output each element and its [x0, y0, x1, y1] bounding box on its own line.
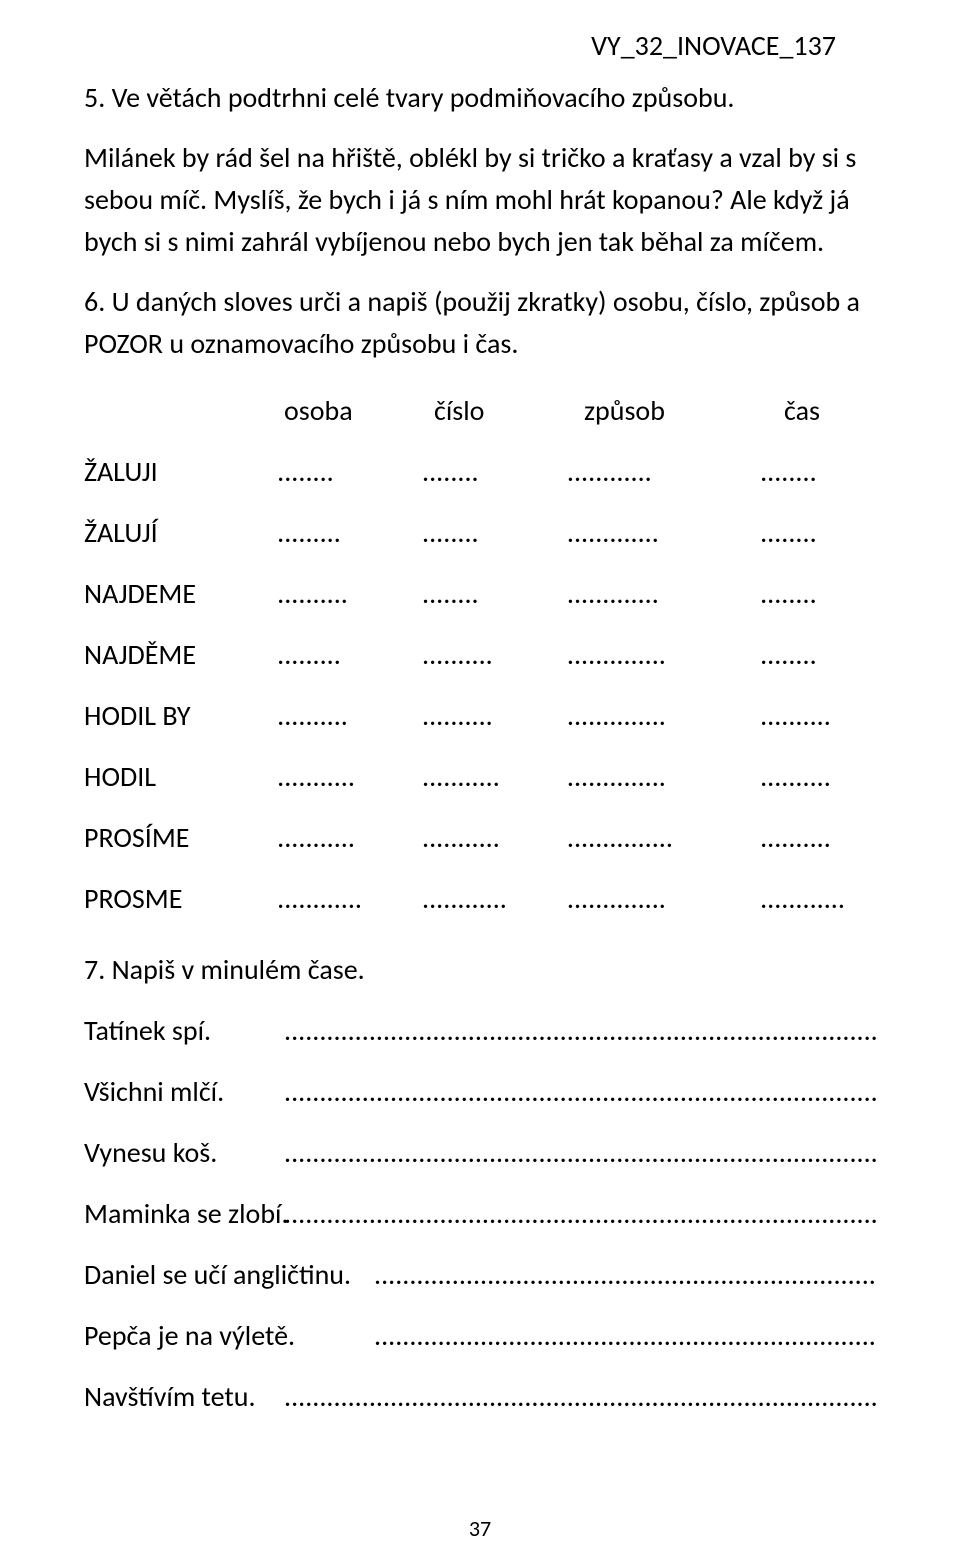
row-blank: ........... [422, 759, 567, 794]
row-blank: .............. [567, 881, 760, 916]
row-blank: ........ [760, 454, 876, 489]
row-label: HODIL [84, 759, 277, 794]
row-label: PROSÍME [84, 820, 277, 855]
exercise-7-row: Všichni mlčí............................… [84, 1074, 876, 1109]
row-label: NAJDEME [84, 576, 277, 611]
exercise-7-label: Daniel se učí angličtinu. [84, 1257, 374, 1292]
row-blank: ......... [277, 515, 422, 550]
row-label: NAJDĚME [84, 637, 277, 672]
table-row: NAJDĚME.................................… [84, 637, 876, 672]
row-blank: ........... [422, 820, 567, 855]
exercise-7-label: Všichni mlčí. [84, 1074, 284, 1109]
table-row: ŽALUJI..................................… [84, 454, 876, 489]
row-label: HODIL BY [84, 698, 277, 733]
row-blank: ........ [277, 454, 422, 489]
page-number: 37 [0, 1515, 960, 1542]
row-blank: .......... [277, 698, 422, 733]
exercise-7-row: Vynesu koš..............................… [84, 1135, 876, 1170]
table-header-zpusob: způsob [584, 393, 784, 428]
exercise-7-label: Pepča je na výletě. [84, 1318, 374, 1353]
row-blank: .......... [760, 820, 876, 855]
header-code: VY_32_INOVACE_137 [84, 28, 876, 63]
row-blank: ............ [567, 454, 760, 489]
row-blank: .......... [760, 759, 876, 794]
row-blank: ............... [567, 820, 760, 855]
row-blank: ........ [422, 454, 567, 489]
row-blank: .......... [422, 637, 567, 672]
table-header-cas: čas [784, 393, 874, 428]
table-row: HODIL BY................................… [84, 698, 876, 733]
table-header-row: osoba číslo způsob čas [84, 393, 876, 428]
table-header-empty [84, 393, 284, 428]
exercise-7-row: Tatínek spí.............................… [84, 1013, 876, 1048]
row-blank: .......... [760, 698, 876, 733]
row-label: ŽALUJI [84, 454, 277, 489]
row-blank: .............. [567, 759, 760, 794]
exercise-7-label: Vynesu koš. [84, 1135, 284, 1170]
exercise-7-blank: ........................................… [284, 1196, 876, 1231]
row-blank: .......... [422, 698, 567, 733]
table-row: PROSÍME.................................… [84, 820, 876, 855]
exercise-7-blank: ........................................… [374, 1318, 876, 1353]
row-blank: .......... [277, 576, 422, 611]
exercise-7-label: Maminka se zlobí. [84, 1196, 284, 1231]
row-blank: ......... [277, 637, 422, 672]
row-blank: ........ [422, 515, 567, 550]
exercise-7-label: Navštívím tetu. [84, 1379, 284, 1414]
exercise-5-title: 5. Ve větách podtrhni celé tvary podmiňo… [84, 77, 876, 119]
row-label: PROSME [84, 881, 277, 916]
row-blank: ........... [277, 820, 422, 855]
table-row: NAJDEME.................................… [84, 576, 876, 611]
exercise-5-text: Milánek by rád šel na hřiště, oblékl by … [84, 137, 876, 263]
table-header-osoba: osoba [284, 393, 434, 428]
row-blank: ........ [760, 515, 876, 550]
exercise-6-table: osoba číslo způsob čas ŽALUJI...........… [84, 393, 876, 916]
row-blank: ........ [422, 576, 567, 611]
exercise-7-row: Maminka se zlobí........................… [84, 1196, 876, 1231]
exercise-7-row: Daniel se učí angličtinu................… [84, 1257, 876, 1292]
exercise-7-row: Pepča je na výletě......................… [84, 1318, 876, 1353]
row-blank: ........ [760, 637, 876, 672]
exercise-7-label: Tatínek spí. [84, 1013, 284, 1048]
exercise-7-blank: ........................................… [374, 1257, 876, 1292]
row-blank: ............. [567, 576, 760, 611]
exercise-7-blank: ........................................… [284, 1074, 876, 1109]
row-blank: ........... [277, 759, 422, 794]
row-blank: ............ [760, 881, 876, 916]
row-blank: ............. [567, 515, 760, 550]
row-blank: .............. [567, 698, 760, 733]
row-blank: ........ [760, 576, 876, 611]
table-row: ŽALUJÍ..................................… [84, 515, 876, 550]
table-row: PROSME..................................… [84, 881, 876, 916]
table-row: HODIL...................................… [84, 759, 876, 794]
row-label: ŽALUJÍ [84, 515, 277, 550]
table-header-cislo: číslo [434, 393, 584, 428]
exercise-7-row: Navštívím tetu..........................… [84, 1379, 876, 1414]
exercise-7-blank: ........................................… [284, 1379, 876, 1414]
exercise-7-title: 7. Napiš v minulém čase. [84, 952, 876, 987]
row-blank: ............ [277, 881, 422, 916]
exercise-7-blank: ........................................… [284, 1135, 876, 1170]
exercise-7-blank: ........................................… [284, 1013, 876, 1048]
row-blank: ............ [422, 881, 567, 916]
row-blank: .............. [567, 637, 760, 672]
exercise-6-title: 6. U daných sloves urči a napiš (použij … [84, 281, 876, 365]
